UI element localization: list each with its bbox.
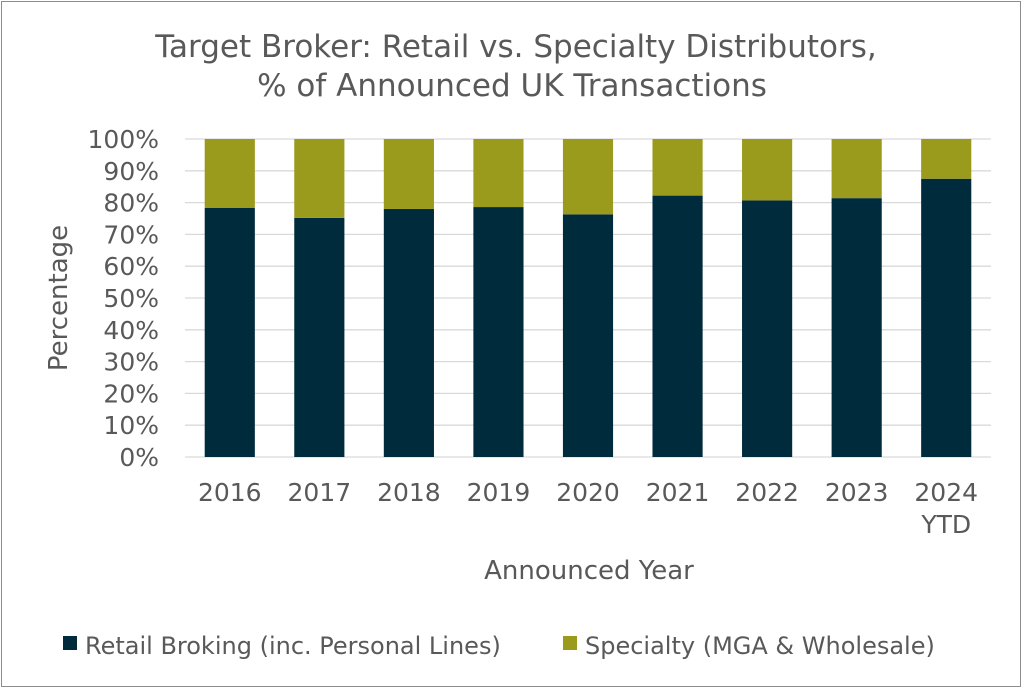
chart-title: Target Broker: Retail vs. Specialty Dist… — [154, 29, 877, 65]
bar-retail — [831, 198, 882, 457]
x-tick-label: 2024 YTD — [914, 478, 978, 539]
y-tick-label: 40% — [103, 316, 159, 345]
bar-retail — [652, 195, 703, 457]
y-tick-label: 60% — [103, 252, 159, 281]
legend-swatch — [563, 636, 577, 650]
y-tick-label: 30% — [103, 348, 159, 377]
bar-specialty — [383, 139, 434, 209]
x-tick-label: 2016 — [198, 478, 262, 507]
bar-retail — [294, 217, 345, 457]
x-tick-label: 2019 — [467, 478, 531, 507]
bar-retail — [383, 208, 434, 457]
y-tick-label: 80% — [103, 189, 159, 218]
bar-specialty — [831, 139, 882, 199]
bar-specialty — [652, 139, 703, 196]
bar-retail — [473, 207, 524, 457]
y-tick-label: 50% — [103, 284, 159, 313]
bar-specialty — [562, 139, 614, 215]
x-tick-label: 2023 — [825, 478, 889, 507]
x-axis-label: Announced Year — [484, 556, 694, 586]
y-tick-label: 90% — [103, 157, 159, 186]
y-tick-label: 0% — [119, 443, 159, 472]
y-tick-label: 20% — [103, 379, 159, 408]
bar-specialty — [204, 139, 255, 209]
legend-label: Retail Broking (inc. Personal Lines) — [85, 632, 501, 660]
bar-specialty — [742, 139, 793, 201]
y-axis-ticks: 0% 10% 20%30% 40% 50% 60% 70%80% 90% 100% — [88, 125, 159, 472]
x-axis-ticks: 2016 2017 2018 2019 2020 2021 2022 2023 2024 YTD — [198, 478, 978, 539]
x-tick-label: 2017 — [288, 478, 352, 507]
bar-retail — [921, 178, 972, 457]
legend-swatch — [63, 636, 77, 650]
x-tick-label: 2020 — [556, 478, 620, 507]
bar-retail — [204, 208, 255, 457]
legend: Retail Broking (inc. Personal Lines) Spec… — [63, 632, 935, 660]
x-tick-label: 2021 — [646, 478, 710, 507]
bar-retail — [562, 214, 614, 457]
bar-specialty — [473, 139, 524, 208]
y-axis-label: Percentage — [44, 225, 74, 371]
x-tick-label: 2018 — [377, 478, 441, 507]
x-tick-label: 2022 — [735, 478, 799, 507]
bar-retail — [742, 200, 793, 457]
y-tick-label: 100% — [88, 125, 159, 154]
bars — [204, 139, 972, 457]
chart-subtitle: % of Announced UK Transactions — [257, 68, 767, 104]
y-tick-label: 10% — [103, 411, 159, 440]
y-tick-label: 70% — [103, 220, 159, 249]
bar-specialty — [921, 139, 972, 179]
bar-specialty — [294, 139, 345, 218]
legend-label: Specialty (MGA & Wholesale) — [585, 632, 935, 660]
